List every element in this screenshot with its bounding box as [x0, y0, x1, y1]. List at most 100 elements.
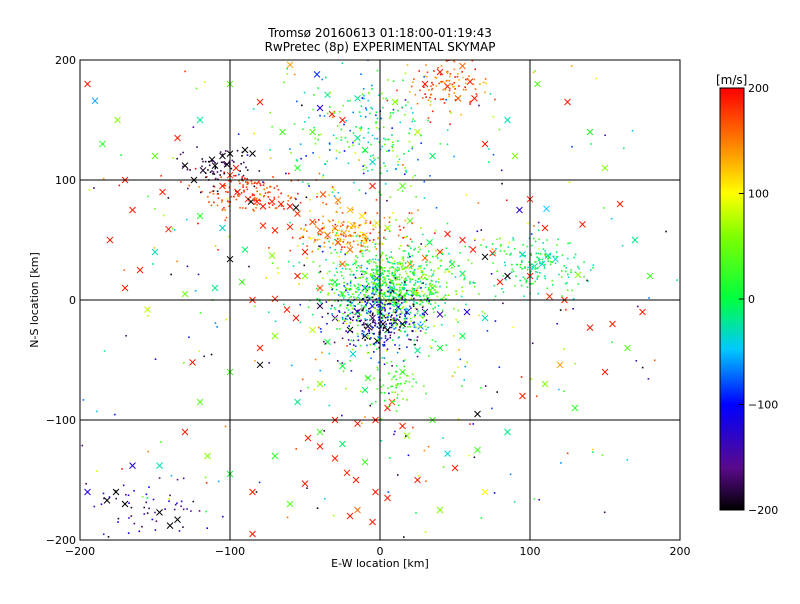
data-dot — [203, 355, 205, 358]
data-dot — [445, 98, 447, 101]
data-dot — [304, 224, 307, 226]
data-dot — [411, 212, 413, 215]
data-dot — [182, 165, 184, 168]
data-dot — [519, 266, 522, 269]
data-dot — [130, 506, 133, 509]
data-dot — [370, 106, 372, 109]
data-dot — [371, 326, 373, 328]
data-dot — [352, 344, 355, 346]
data-dot — [480, 244, 482, 246]
data-dot — [468, 79, 470, 82]
data-dot — [176, 157, 178, 160]
data-dot — [401, 296, 404, 298]
data-dot — [399, 304, 401, 306]
data-dot — [224, 184, 227, 187]
data-dot — [321, 227, 324, 230]
data-dot — [117, 517, 120, 520]
data-dot — [381, 284, 384, 287]
data-dot — [445, 71, 448, 73]
data-dot — [380, 391, 383, 394]
data-dot — [342, 370, 345, 373]
data-dot — [416, 289, 418, 292]
data-dot — [223, 171, 225, 174]
data-dot — [407, 252, 410, 255]
data-dot — [410, 267, 413, 270]
data-point — [331, 278, 339, 286]
data-dot — [127, 532, 130, 534]
data-dot — [287, 195, 290, 197]
data-dot — [393, 260, 396, 263]
data-dot — [293, 123, 296, 125]
data-point — [238, 278, 246, 286]
data-dot — [374, 243, 377, 246]
data-dot — [396, 278, 399, 281]
data-point — [219, 152, 226, 160]
data-dot — [445, 247, 448, 249]
data-dot — [423, 320, 426, 323]
data-dot — [393, 302, 396, 304]
data-dot — [371, 313, 374, 316]
data-dot — [494, 320, 497, 322]
data-dot — [374, 301, 377, 303]
data-dot — [397, 234, 400, 237]
data-dot — [349, 317, 351, 319]
y-tick-label: 100 — [55, 174, 76, 187]
data-dot — [276, 267, 279, 270]
data-dot — [370, 292, 373, 295]
data-dot — [356, 339, 359, 342]
data-point — [249, 488, 256, 496]
data-dot — [239, 206, 241, 209]
data-dot — [338, 256, 341, 258]
data-dot — [402, 226, 405, 229]
data-dot — [393, 275, 395, 278]
data-dot — [245, 166, 247, 169]
data-dot — [277, 272, 280, 274]
data-dot — [411, 147, 414, 150]
data-dot — [369, 343, 371, 346]
data-dot — [365, 235, 367, 238]
data-dot — [360, 250, 363, 252]
data-dot — [504, 264, 507, 267]
data-dot — [370, 357, 372, 360]
data-dot — [534, 280, 536, 283]
data-dot — [371, 88, 373, 90]
data-dot — [344, 235, 347, 238]
data-dot — [384, 303, 386, 306]
data-dot — [354, 291, 357, 293]
data-dot — [395, 309, 398, 312]
data-dot — [357, 320, 359, 323]
data-dot — [399, 263, 402, 266]
data-dot — [360, 239, 363, 242]
data-dot — [536, 276, 539, 278]
data-dot — [537, 221, 540, 224]
data-dot — [188, 336, 190, 339]
data-dot — [393, 317, 395, 319]
data-dot — [319, 245, 322, 248]
data-dot — [296, 192, 299, 195]
data-dot — [363, 97, 365, 100]
data-dot — [376, 388, 379, 390]
data-dot — [222, 515, 224, 518]
data-dot — [457, 321, 459, 323]
data-dot — [453, 92, 456, 94]
data-dot — [405, 307, 407, 310]
data-dot — [394, 274, 397, 277]
data-point — [316, 284, 324, 292]
data-dot — [384, 310, 386, 312]
chart-title: Tromsø 20160613 01:18:00-01:19:43 — [267, 26, 492, 40]
data-dot — [423, 313, 425, 316]
data-dot — [332, 284, 335, 287]
data-dot — [360, 73, 362, 75]
data-dot — [538, 258, 541, 260]
data-dot — [323, 245, 326, 248]
data-dot — [248, 265, 250, 268]
data-dot — [437, 267, 439, 270]
data-dot — [358, 143, 361, 145]
data-dot — [382, 344, 385, 347]
data-dot — [413, 321, 415, 324]
data-dot — [335, 157, 338, 160]
data-dot — [399, 330, 402, 332]
data-dot — [359, 224, 362, 226]
data-dot — [364, 192, 367, 195]
data-point — [129, 462, 136, 469]
